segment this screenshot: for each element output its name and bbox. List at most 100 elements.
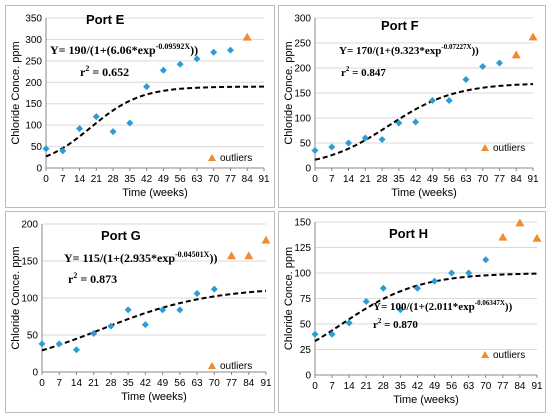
data-point (176, 306, 184, 314)
y-tick-label: 300 (25, 35, 42, 46)
y-tick-label: 200 (21, 220, 38, 231)
fit-equation: Y= 170/(1+(9.323*exp-0.07227X)) (339, 43, 479, 57)
y-tick-label: 75 (300, 294, 312, 305)
x-tick-label: 7 (60, 174, 66, 185)
x-tick-label: 42 (141, 174, 153, 185)
y-tick-label: 200 (25, 78, 42, 89)
x-tick-label: 63 (191, 174, 203, 185)
x-tick-label: 77 (494, 174, 506, 185)
x-tick-label: 77 (497, 381, 509, 392)
y-tick-label: 200 (294, 64, 311, 75)
data-point (431, 277, 439, 285)
x-tick-label: 56 (175, 174, 187, 185)
r-squared: r2 = 0.652 (80, 64, 129, 79)
x-tick-label: 91 (531, 381, 543, 392)
data-point (361, 134, 369, 142)
outlier-point (528, 32, 538, 41)
data-point (328, 330, 336, 338)
data-point (396, 306, 404, 314)
data-point (176, 60, 184, 68)
x-tick-label: 70 (209, 378, 221, 389)
chart-title: Port F (381, 18, 419, 33)
outlier-point (532, 233, 542, 242)
data-point (107, 322, 115, 330)
x-tick-label: 84 (511, 174, 523, 185)
x-tick-label: 91 (260, 378, 272, 389)
x-tick-label: 21 (360, 174, 372, 185)
x-tick-label: 14 (71, 378, 83, 389)
legend-outlier-icon (208, 154, 216, 161)
x-tick-label: 70 (208, 174, 220, 185)
data-point (445, 97, 453, 104)
data-point (311, 147, 319, 154)
outlier-point (498, 232, 508, 241)
y-tick-label: 50 (27, 331, 39, 342)
data-point (42, 145, 50, 153)
legend-label: outliers (493, 143, 525, 154)
x-tick-label: 91 (258, 174, 270, 185)
data-point (412, 118, 420, 126)
x-tick-label: 28 (105, 378, 117, 389)
x-tick-label: 77 (226, 378, 238, 389)
y-tick-label: 50 (300, 139, 312, 150)
data-point (210, 48, 218, 56)
y-tick-label: 150 (25, 99, 42, 110)
data-point (193, 55, 201, 63)
x-tick-label: 49 (158, 174, 170, 185)
y-tick-label: 50 (31, 142, 43, 153)
fit-curve (41, 289, 267, 352)
x-tick-label: 77 (225, 174, 237, 185)
x-tick-label: 0 (43, 174, 49, 185)
data-point (462, 76, 470, 83)
x-tick-label: 63 (463, 381, 475, 392)
y-tick-label: 100 (294, 114, 311, 125)
data-point (92, 113, 100, 121)
outlier-point (261, 235, 271, 244)
x-tick-label: 35 (395, 381, 407, 392)
data-point (159, 306, 167, 314)
data-point (124, 306, 132, 314)
data-point (143, 83, 151, 91)
data-point (362, 298, 370, 306)
fit-curve (45, 85, 265, 158)
chart-panel-port-h: 0 25 50 75 100 125 150 0 7 14 21 28 35 42 49 56 63 70 77 84… (278, 211, 546, 413)
data-point (345, 139, 353, 147)
x-tick-label: 14 (344, 381, 356, 392)
y-tick-label: 125 (294, 243, 311, 254)
x-tick-label: 35 (124, 174, 136, 185)
x-tick-label: 42 (412, 381, 424, 392)
x-tick-label: 28 (377, 174, 389, 185)
x-tick-label: 84 (514, 381, 526, 392)
fit-equation: Y= 100/(1+(2.011*exp-0.06347X)) (373, 299, 513, 313)
x-tick-label: 35 (123, 378, 135, 389)
y-tick-label: 150 (294, 218, 311, 229)
x-tick-label: 28 (108, 174, 120, 185)
chart-panel-port-g: 0 50 100 150 200 0 7 14 21 28 35 42 49 56 63 70 77 84 91 Ti… (5, 211, 275, 413)
data-point (448, 269, 456, 277)
data-point (126, 119, 134, 127)
data-point (428, 97, 436, 104)
data-point (311, 330, 319, 338)
y-axis-label: Chloride Conce. ppm (10, 246, 22, 349)
fit-equation: Y= 190/(1+(6.06*exp-0.09592X)) (50, 42, 198, 57)
x-tick-label: 0 (39, 378, 45, 389)
fit-curve (314, 83, 534, 161)
x-tick-label: 70 (480, 381, 492, 392)
outlier-point (227, 251, 237, 260)
y-tick-label: 0 (305, 371, 311, 382)
x-tick-label: 49 (157, 378, 169, 389)
chart-title: Port E (86, 12, 125, 27)
data-point (59, 147, 67, 155)
x-tick-label: 7 (329, 381, 335, 392)
data-point (479, 63, 487, 70)
data-point (159, 66, 167, 74)
x-tick-label: 14 (74, 174, 86, 185)
data-point (495, 59, 503, 67)
fit-curve (314, 272, 538, 342)
y-tick-label: 25 (300, 345, 312, 356)
data-point (38, 340, 46, 348)
x-axis-label: Time (weeks) (122, 187, 188, 199)
y-tick-label: 300 (294, 14, 311, 25)
